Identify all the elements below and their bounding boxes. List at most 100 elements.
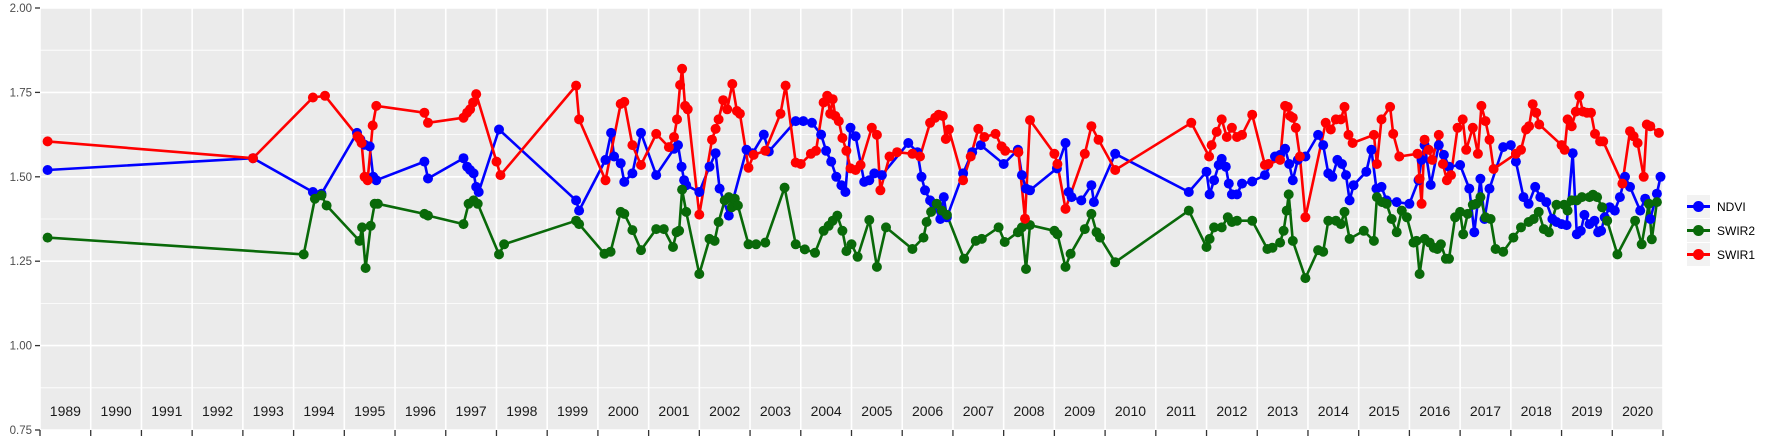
data-point-swir1 <box>682 104 693 115</box>
data-point-ndvi <box>1579 209 1590 220</box>
data-point-swir2 <box>1636 239 1647 250</box>
data-point-swir1 <box>1416 198 1427 209</box>
data-point-ndvi <box>1259 170 1270 181</box>
data-point-ndvi <box>1425 179 1436 190</box>
x-year-label: 2020 <box>1622 403 1653 419</box>
data-point-swir1 <box>727 79 738 89</box>
data-point-swir1 <box>811 145 821 156</box>
data-point-swir2 <box>651 224 662 235</box>
data-point-swir2 <box>1651 197 1662 208</box>
data-point-swir2 <box>694 269 705 279</box>
data-point-ndvi <box>826 156 837 167</box>
data-point-ndvi <box>845 122 856 133</box>
data-point-swir2 <box>681 206 692 217</box>
data-point-swir2 <box>1411 235 1422 246</box>
data-point-swir2 <box>918 232 929 243</box>
data-point-swir2 <box>1643 198 1654 209</box>
x-year-label: 1999 <box>557 403 588 419</box>
x-year-label: 2001 <box>658 403 689 419</box>
data-point-swir1 <box>1524 121 1535 132</box>
data-point-swir2 <box>354 235 365 246</box>
x-year-label: 2003 <box>760 403 791 419</box>
data-point-swir1 <box>1516 144 1526 155</box>
data-point-swir2 <box>1475 192 1486 203</box>
data-point-swir2 <box>1275 237 1286 248</box>
x-year-label: 1995 <box>354 403 385 419</box>
data-point-swir2 <box>810 247 820 258</box>
data-point-swir1 <box>1226 122 1237 133</box>
data-point-swir1 <box>734 108 745 119</box>
data-point-swir1 <box>866 122 877 133</box>
data-point-ndvi <box>1561 220 1572 231</box>
data-point-ndvi <box>1614 192 1625 203</box>
data-point-ndvi <box>423 173 433 184</box>
data-point-ndvi <box>609 151 620 162</box>
legend-label: NDVI <box>1717 199 1746 214</box>
data-point-swir1 <box>419 107 430 118</box>
data-point-ndvi <box>840 187 851 197</box>
y-tick-label: 1.25 <box>10 256 32 268</box>
data-point-swir1 <box>1368 129 1379 140</box>
data-point-swir2 <box>1444 253 1454 264</box>
data-point-ndvi <box>998 159 1009 169</box>
data-point-ndvi <box>975 140 986 151</box>
y-tick-label: 1.50 <box>10 172 32 184</box>
data-point-swir2 <box>42 232 53 243</box>
data-point-swir1 <box>677 63 688 74</box>
data-point-ndvi <box>816 129 827 140</box>
data-point-ndvi <box>806 117 817 128</box>
data-point-ndvi <box>1469 227 1480 238</box>
data-point-ndvi <box>473 187 484 197</box>
data-point-ndvi <box>1183 187 1194 197</box>
legend-item-ndvi: NDVI <box>1687 195 1755 218</box>
data-point-swir2 <box>1300 273 1311 284</box>
data-point-swir2 <box>1435 239 1446 250</box>
data-point-swir1 <box>707 134 717 145</box>
data-point-swir2 <box>871 261 882 272</box>
data-point-ndvi <box>574 205 585 216</box>
data-point-swir2 <box>1498 246 1509 257</box>
data-point-swir1 <box>713 114 724 125</box>
data-point-ndvi <box>1247 176 1258 187</box>
data-point-swir2 <box>907 244 918 254</box>
data-point-ndvi <box>1066 192 1077 203</box>
data-point-swir1 <box>907 148 918 159</box>
data-point-swir1 <box>979 132 990 142</box>
data-point-swir1 <box>1093 134 1104 145</box>
data-point-swir1 <box>694 209 705 220</box>
x-year-label: 2015 <box>1368 403 1399 419</box>
data-point-swir2 <box>1508 232 1519 243</box>
x-year-label: 2019 <box>1571 403 1602 419</box>
data-point-swir2 <box>658 224 669 235</box>
data-point-swir1 <box>1339 101 1350 112</box>
data-point-swir2 <box>1183 205 1194 216</box>
data-point-swir2 <box>713 217 724 227</box>
data-point-swir1 <box>1394 151 1405 162</box>
data-point-swir2 <box>1386 214 1397 224</box>
data-point-ndvi <box>1237 178 1247 189</box>
data-point-swir1 <box>491 156 502 167</box>
data-point-ndvi <box>694 187 705 197</box>
data-point-ndvi <box>1327 171 1338 182</box>
data-point-ndvi <box>1484 183 1495 194</box>
data-point-swir1 <box>1414 173 1425 184</box>
data-point-ndvi <box>1110 148 1121 159</box>
data-point-ndvi <box>876 170 887 181</box>
data-point-swir2 <box>574 219 585 230</box>
data-point-swir2 <box>1201 242 1212 252</box>
data-point-swir2 <box>494 249 504 260</box>
data-point-swir1 <box>1287 112 1298 123</box>
data-point-swir2 <box>1344 233 1355 244</box>
data-point-swir2 <box>1247 215 1258 226</box>
data-point-ndvi <box>1287 175 1298 186</box>
data-point-swir1 <box>307 92 318 103</box>
data-point-swir2 <box>1358 225 1369 236</box>
data-point-swir1 <box>884 151 895 162</box>
data-point-swir2 <box>1630 215 1641 226</box>
data-point-swir2 <box>1462 208 1473 219</box>
data-point-swir1 <box>1371 159 1382 169</box>
data-point-swir2 <box>790 239 801 250</box>
legend-label: SWIR1 <box>1717 247 1756 262</box>
data-point-swir1 <box>722 104 733 115</box>
data-point-ndvi <box>1567 148 1578 159</box>
